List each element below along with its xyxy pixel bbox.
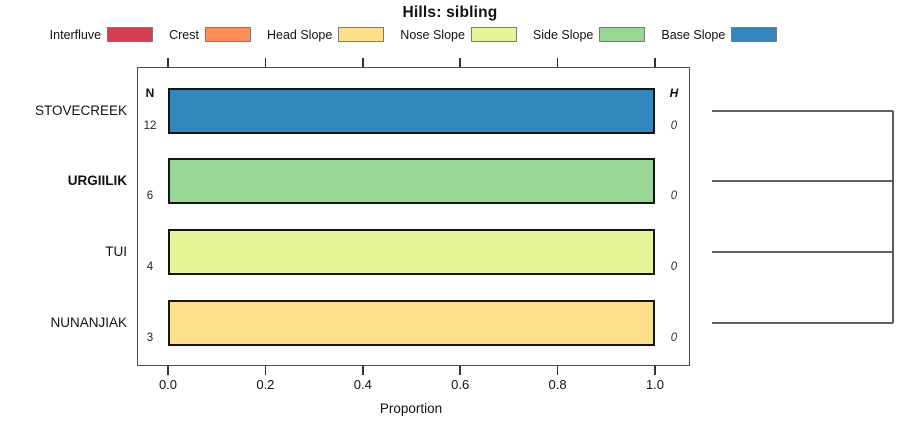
axis-tick-top bbox=[264, 58, 267, 67]
n-value: 3 bbox=[146, 332, 154, 344]
axis-tick-bottom bbox=[556, 366, 559, 375]
x-tick-label: 0.6 bbox=[451, 377, 470, 392]
n-value: 12 bbox=[143, 120, 157, 132]
y-axis-label: STOVECREEK bbox=[34, 103, 127, 118]
h-value: 0 bbox=[670, 120, 678, 132]
legend-item: Interfluve bbox=[49, 27, 154, 42]
legend-item-label: Side Slope bbox=[532, 27, 594, 42]
axis-tick-bottom bbox=[654, 366, 656, 375]
legend-item-label: Interfluve bbox=[49, 27, 102, 42]
y-axis-label: NUNANJIAK bbox=[50, 315, 127, 330]
legend: Interfluve Crest Head Slope Nose Slope Side … bbox=[0, 26, 827, 43]
x-tick-label: 0.4 bbox=[353, 377, 372, 392]
bar bbox=[168, 229, 655, 275]
legend-item: Head Slope bbox=[266, 27, 385, 42]
x-tick-label: 1.0 bbox=[645, 377, 665, 392]
axis-tick-bottom bbox=[459, 366, 461, 375]
bar bbox=[168, 300, 655, 346]
n-value: 4 bbox=[146, 261, 154, 273]
legend-swatch bbox=[204, 27, 251, 42]
axis-tick-top bbox=[556, 58, 559, 67]
dendrogram bbox=[712, 110, 894, 324]
n-column-header: N bbox=[145, 86, 155, 100]
axis-tick-top bbox=[654, 58, 656, 67]
x-tick-label: 0.0 bbox=[158, 377, 178, 392]
axis-tick-bottom bbox=[167, 366, 169, 375]
axis-tick-top bbox=[167, 58, 169, 67]
axis-tick-bottom bbox=[264, 366, 267, 375]
h-value: 0 bbox=[670, 190, 678, 202]
h-value: 0 bbox=[670, 332, 678, 344]
x-tick-label: 0.8 bbox=[548, 377, 567, 392]
legend-swatch bbox=[338, 27, 385, 42]
legend-swatch bbox=[107, 27, 154, 42]
legend-item-label: Crest bbox=[169, 27, 199, 42]
axis-tick-top bbox=[459, 58, 461, 67]
x-axis-title: Proportion bbox=[379, 401, 443, 416]
bar bbox=[168, 158, 655, 204]
axis-tick-top bbox=[362, 58, 364, 67]
legend-item-label: Base Slope bbox=[661, 27, 726, 42]
legend-swatch bbox=[731, 27, 778, 42]
bar bbox=[168, 88, 655, 134]
axis-tick-bottom bbox=[362, 366, 364, 375]
legend-swatch bbox=[599, 27, 646, 42]
legend-item: Nose Slope bbox=[400, 27, 517, 42]
legend-item: Base Slope bbox=[661, 27, 778, 42]
legend-swatch bbox=[470, 27, 517, 42]
y-axis-label: URGIILIK bbox=[67, 173, 127, 188]
legend-item: Side Slope bbox=[532, 27, 646, 42]
y-axis-label: TUI bbox=[105, 244, 127, 259]
h-column-header: H bbox=[669, 86, 679, 100]
x-tick-label: 0.2 bbox=[256, 377, 275, 392]
legend-item-label: Nose Slope bbox=[400, 27, 465, 42]
legend-item-label: Head Slope bbox=[266, 27, 333, 42]
h-value: 0 bbox=[670, 261, 678, 273]
legend-item: Crest bbox=[169, 27, 251, 42]
chart-title: Hills: sibling bbox=[402, 4, 498, 21]
n-value: 6 bbox=[146, 190, 154, 202]
